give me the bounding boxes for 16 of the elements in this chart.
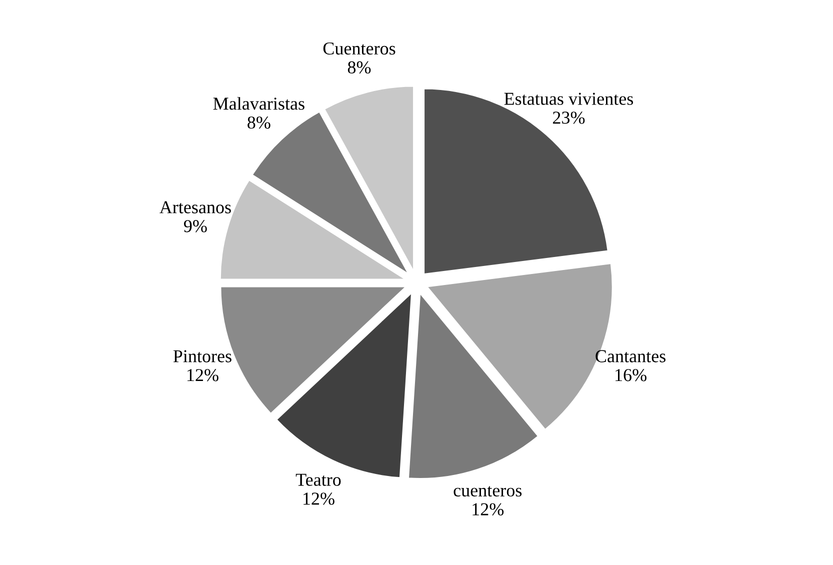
- data-label: 23%: [552, 112, 585, 124]
- data-label: 8%: [248, 116, 270, 129]
- slice-label: Pintores: [173, 350, 232, 362]
- data-label: 16%: [616, 369, 646, 382]
- slice-label: Cuenteros: [323, 42, 396, 55]
- data-label: 12%: [472, 503, 504, 516]
- slice-label: Cantantes: [596, 350, 666, 362]
- slice-label: Teatro: [296, 474, 341, 486]
- data-label: 8%: [348, 61, 371, 74]
- data-label: 9%: [184, 220, 207, 232]
- slice-label: cuenteros: [454, 486, 522, 497]
- slice-label: Artesanos: [160, 201, 231, 214]
- slice-label: Estatuas vivientes: [504, 92, 634, 105]
- data-label: 12%: [188, 369, 218, 382]
- data-label: 12%: [304, 492, 334, 505]
- slice-label: Malavaristas: [213, 97, 304, 110]
